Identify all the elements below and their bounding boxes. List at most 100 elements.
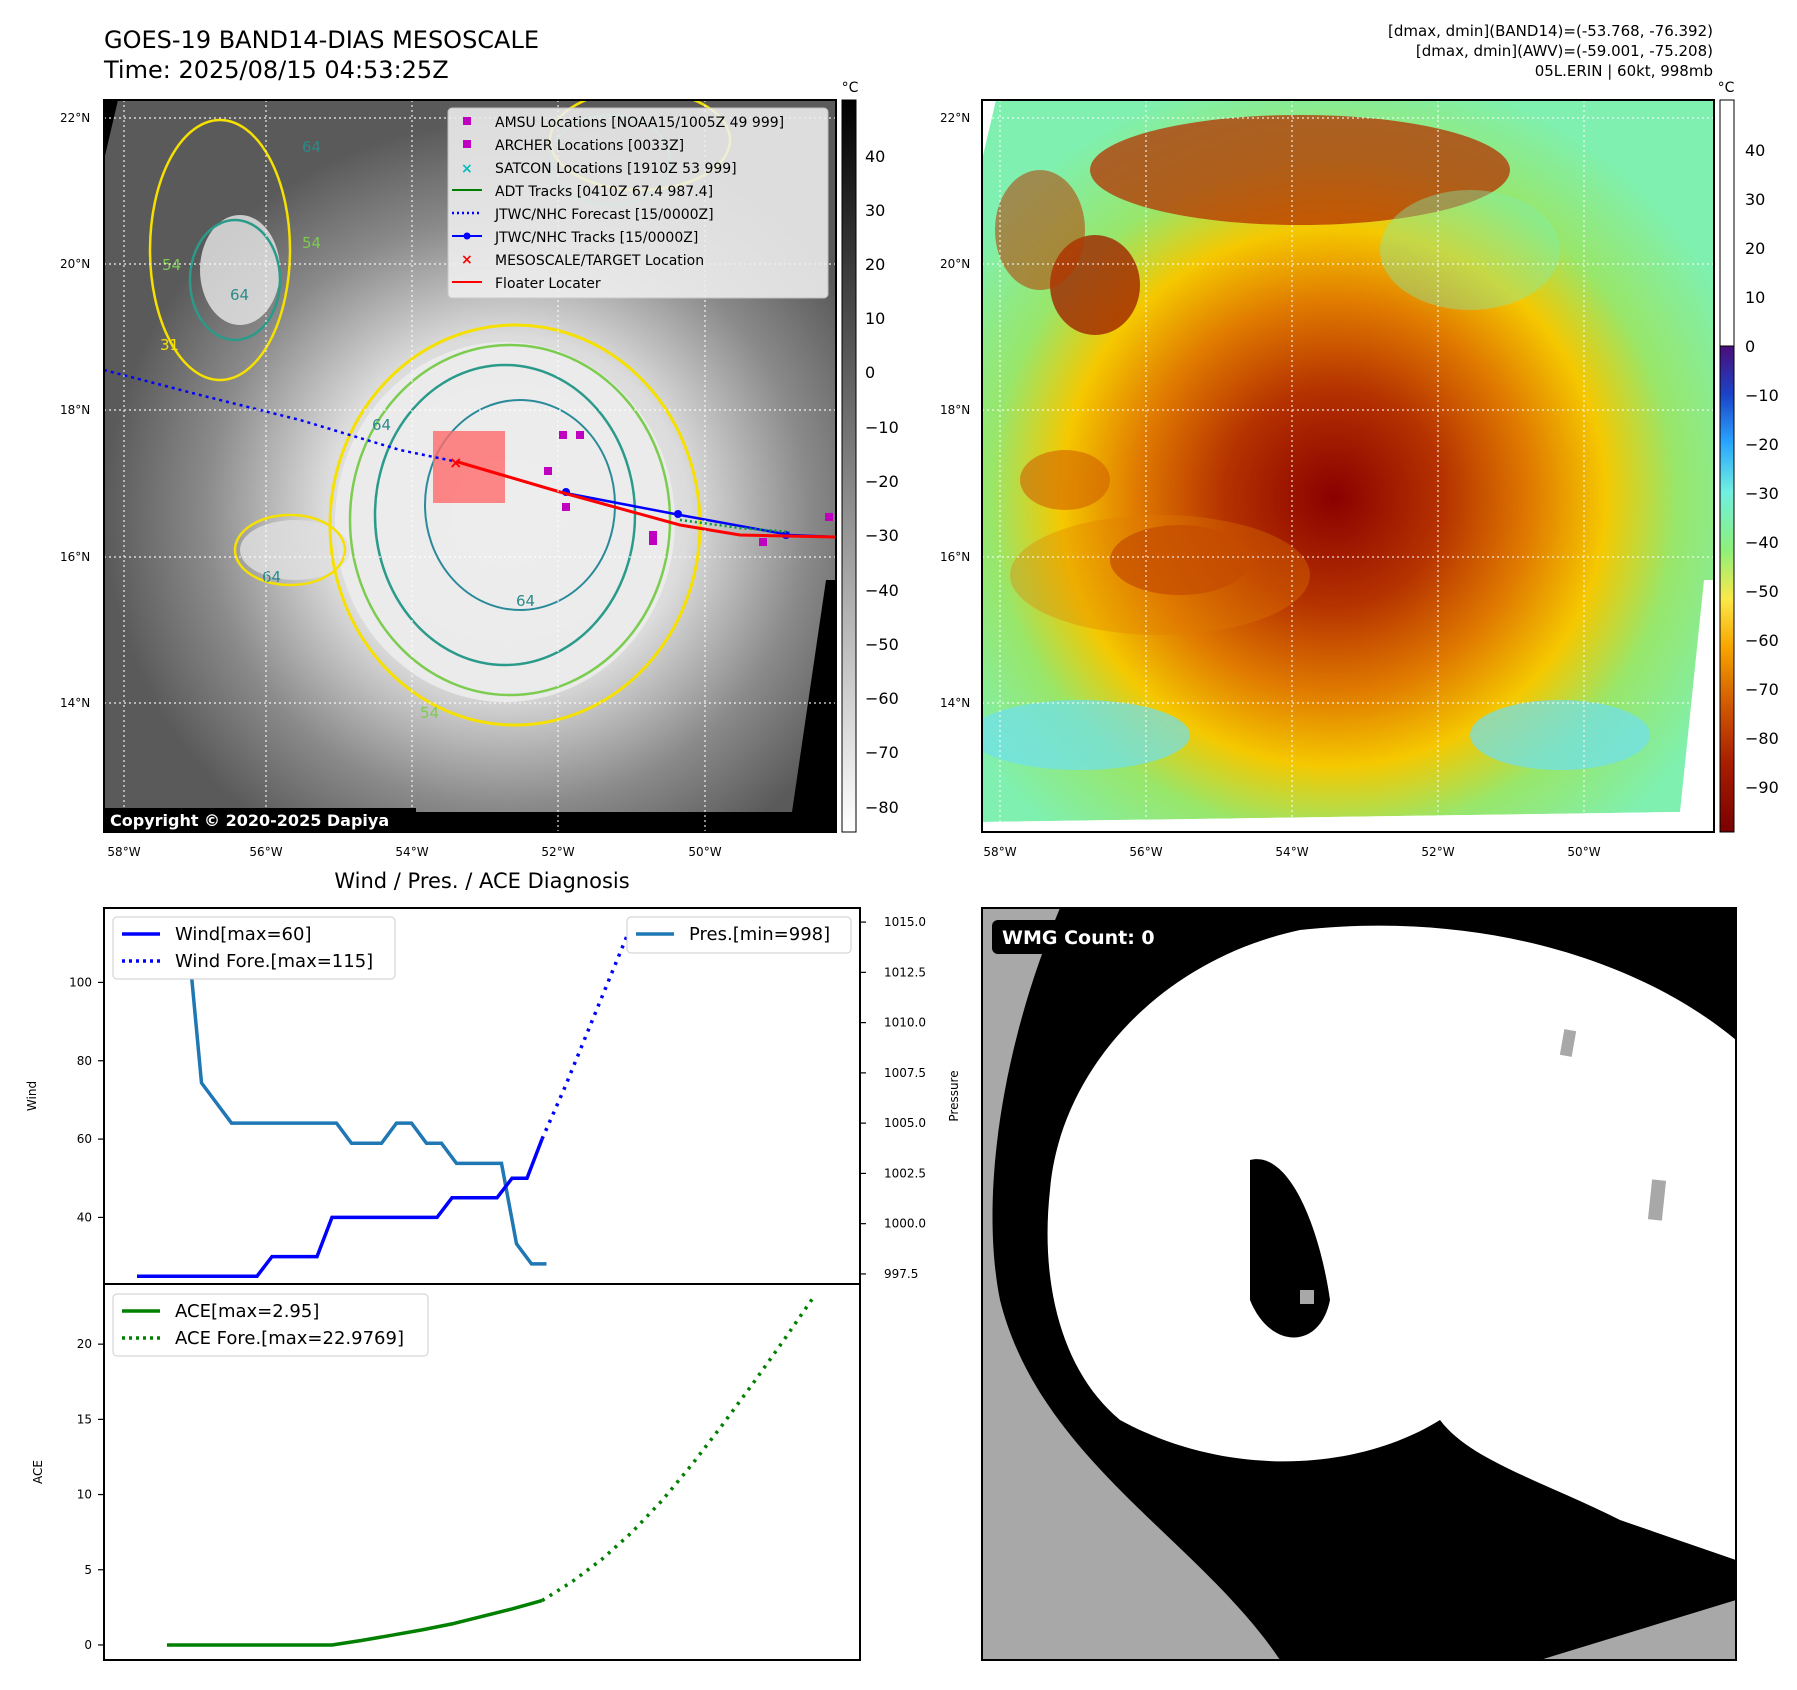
figure-time: Time: 2025/08/15 04:53:25Z <box>104 56 449 84</box>
wind-series-line <box>137 1138 544 1278</box>
wmg-count-text: WMG Count: 0 <box>1002 927 1155 949</box>
lon-label: 58°W <box>107 845 140 859</box>
wind-axis-label: Wind <box>25 1081 39 1111</box>
cb1-tick: 40 <box>865 147 885 166</box>
dmax-band14-text: [dmax, dmin](BAND14)=(-53.768, -76.392) <box>1388 22 1713 40</box>
ace-tick-label: 0 <box>84 1638 92 1652</box>
pressure-series-line <box>171 920 547 1266</box>
diag-title: Wind / Pres. / ACE Diagnosis <box>334 869 629 893</box>
wind-legend <box>112 916 396 980</box>
cb2-tick: 30 <box>1745 190 1765 209</box>
legend-label: ARCHER Locations [0033Z] <box>495 138 684 154</box>
target-x-marker: × <box>449 453 462 472</box>
wind-pressure-chart: Wind Pressure 40 60 80 100 997.5 1000.0 1002.… <box>25 907 961 1285</box>
ace-legend-label: ACE[max=2.95] <box>175 1301 319 1322</box>
lon-label: 58°W <box>983 845 1016 859</box>
floater-track-line <box>457 460 836 539</box>
lon-label: 50°W <box>1567 845 1600 859</box>
ace-series-line <box>167 1598 543 1647</box>
wind-tick-label: 80 <box>77 1054 92 1068</box>
archer-marker <box>649 531 657 545</box>
wmg-frame <box>981 907 1737 1661</box>
legend-label: JTWC/NHC Tracks [15/0000Z] <box>494 230 698 246</box>
legend-label: Floater Locater <box>495 276 601 292</box>
lat-label: 16°N <box>940 550 970 564</box>
cb2-tick: 40 <box>1745 141 1765 160</box>
jtwc-track-point <box>674 510 682 518</box>
ace-legend <box>112 1293 429 1357</box>
lat-label: 14°N <box>60 696 90 710</box>
colorbar-enhanced-ticks: 40 30 20 10 0 −10 −20 −30 −40 −50 −60 −7… <box>1745 141 1779 797</box>
lon-label: 56°W <box>249 845 282 859</box>
cb2-tick: −60 <box>1745 631 1779 650</box>
contour-label: 64 <box>230 286 249 304</box>
copyright-text: Copyright © 2020-2025 Dapiya <box>110 811 389 830</box>
pressure-tick-label: 997.5 <box>884 1267 918 1281</box>
cb2-tick: −80 <box>1745 729 1779 748</box>
ace-chart: ACE 0 5 10 15 20 ACE[max=2.95] ACE Fore.[max… <box>31 1283 861 1661</box>
pressure-tick-label: 1012.5 <box>884 965 926 979</box>
lat-label: 18°N <box>940 403 970 417</box>
cb1-tick: −30 <box>865 526 899 545</box>
contour-label: 54 <box>302 234 321 252</box>
contour-label: 64 <box>262 568 281 586</box>
lat-label: 14°N <box>940 696 970 710</box>
enhanced-map-frame <box>981 99 1715 833</box>
cb2-tick: 0 <box>1745 337 1755 356</box>
amsu-marker <box>559 431 567 439</box>
lat-label: 16°N <box>60 550 90 564</box>
cb2-tick: −20 <box>1745 435 1779 454</box>
legend-satcon-icon: × <box>461 161 473 177</box>
colorbar-enhanced-unit: °C <box>1718 80 1735 96</box>
ace-tick-label: 15 <box>77 1412 92 1426</box>
pressure-legend-label: Pres.[min=998] <box>689 924 830 945</box>
lat-label: 22°N <box>60 111 90 125</box>
wind-tick-label: 60 <box>77 1132 92 1146</box>
contour-label: 64 <box>516 592 535 610</box>
pressure-axis-label: Pressure <box>947 1070 961 1121</box>
lon-label: 52°W <box>1421 845 1454 859</box>
pressure-tick-label: 1002.5 <box>884 1166 926 1180</box>
satcon-track <box>679 518 791 534</box>
legend-label: MESOSCALE/TARGET Location <box>495 253 704 269</box>
ir-map-axes: 22°N 20°N 18°N 16°N 14°N 58°W 56°W 54°W … <box>60 111 722 859</box>
lon-label: 54°W <box>1275 845 1308 859</box>
cb1-tick: −50 <box>865 635 899 654</box>
cb1-tick: −40 <box>865 581 899 600</box>
amsu-marker <box>576 431 584 439</box>
colorbar-ir-ticks: 40 30 20 10 0 −10 −20 −30 −40 −50 −60 −7… <box>865 147 899 817</box>
contour-label: 54 <box>162 256 181 274</box>
cb1-tick: −60 <box>865 689 899 708</box>
enhanced-map-panel <box>982 100 1714 832</box>
ace-fore-legend-label: ACE Fore.[max=22.9769] <box>175 1328 404 1349</box>
cb1-tick: 0 <box>865 363 875 382</box>
archer-marker <box>825 513 833 521</box>
wind-forecast-line <box>540 921 813 1140</box>
map-legend: × × AMSU Locations [NOAA15/1005Z 49 999]… <box>447 107 829 299</box>
ace-tick-label: 20 <box>77 1337 92 1351</box>
legend-label: AMSU Locations [NOAA15/1005Z 49 999] <box>495 115 784 131</box>
archer-marker <box>759 538 767 546</box>
lat-label: 20°N <box>60 257 90 271</box>
contour-label: 64 <box>372 416 391 434</box>
colorbar-enhanced-top <box>1719 99 1735 347</box>
pressure-tick-label: 1010.0 <box>884 1016 926 1030</box>
wind-tick-label: 40 <box>77 1210 92 1224</box>
ace-tick-label: 10 <box>77 1488 92 1502</box>
contour-label: 64 <box>302 138 321 156</box>
cb2-tick: −10 <box>1745 386 1779 405</box>
cb2-tick: −90 <box>1745 778 1779 797</box>
lon-label: 56°W <box>1129 845 1162 859</box>
colorbar-ir <box>841 99 857 833</box>
pressure-legend <box>626 916 852 954</box>
wind-tick-label: 100 <box>69 975 92 989</box>
cb1-tick: 30 <box>865 201 885 220</box>
cb1-tick: −10 <box>865 418 899 437</box>
lat-label: 18°N <box>60 403 90 417</box>
lon-label: 54°W <box>395 845 428 859</box>
cb1-tick: −80 <box>865 798 899 817</box>
legend-archer-icon <box>463 140 471 148</box>
ace-axis-label: ACE <box>31 1460 45 1484</box>
pressure-tick-label: 1005.0 <box>884 1116 926 1130</box>
cb2-tick: 20 <box>1745 239 1765 258</box>
